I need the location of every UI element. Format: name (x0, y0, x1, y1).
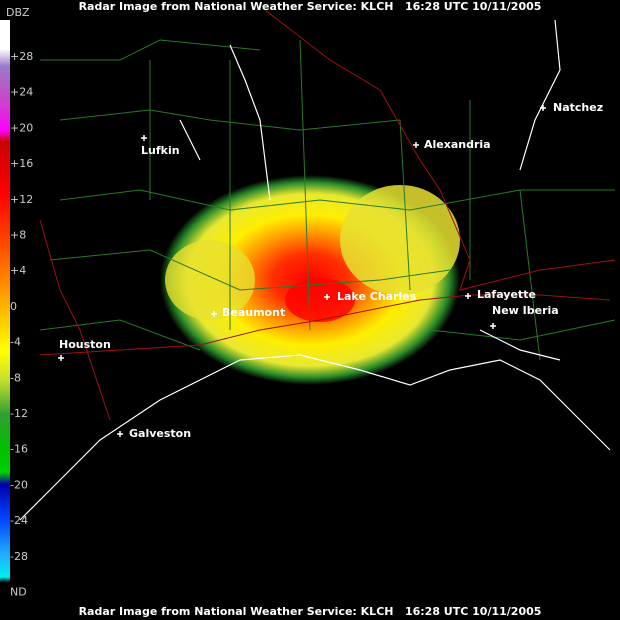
city-label: New Iberia (492, 304, 559, 317)
city-label: Houston (59, 338, 111, 351)
legend-label: +28 (10, 50, 33, 63)
legend-label: -20 (10, 478, 28, 491)
legend-label: +16 (10, 157, 33, 170)
city-label: Beaumont (222, 306, 285, 319)
city-label: Lafayette (477, 288, 536, 301)
city-markers (58, 105, 546, 437)
coastline (19, 19, 611, 521)
legend-label: ND (10, 586, 27, 599)
legend-label: +4 (10, 264, 26, 277)
city-label: Natchez (553, 101, 603, 114)
echo (160, 175, 460, 385)
cities: Natchez Lufkin Alexandria Lake Charles L… (58, 101, 603, 440)
city-label: Lake Charles (337, 290, 417, 303)
roads (39, 9, 616, 421)
legend-label: +8 (10, 229, 26, 242)
echo-area (340, 185, 460, 295)
legend-label: -16 (10, 443, 28, 456)
footer-title: Radar Image from National Weather Servic… (79, 605, 542, 618)
city-label: Alexandria (424, 138, 491, 151)
legend: +28 +24 +20 +16 +12 +8 +4 0 -4 -8 -12 -16 -20 -24 -28 N… (10, 50, 33, 599)
color-scale (0, 20, 10, 600)
legend-label: +24 (10, 86, 33, 99)
city-label: Galveston (129, 427, 191, 440)
county-lines (39, 39, 616, 361)
legend-label: -12 (10, 407, 28, 420)
legend-label: 0 (10, 300, 17, 313)
legend-label: +12 (10, 193, 33, 206)
title: Radar Image from National Weather Servic… (79, 0, 542, 13)
city-label: Lufkin (141, 144, 180, 157)
legend-unit: DBZ (6, 6, 30, 19)
legend-label: -4 (10, 336, 21, 349)
legend-label: -24 (10, 514, 28, 527)
legend-label: -8 (10, 371, 21, 384)
echo-area (165, 240, 255, 320)
legend-label: -28 (10, 550, 28, 563)
legend-label: +20 (10, 121, 33, 134)
echo-core (285, 278, 355, 322)
